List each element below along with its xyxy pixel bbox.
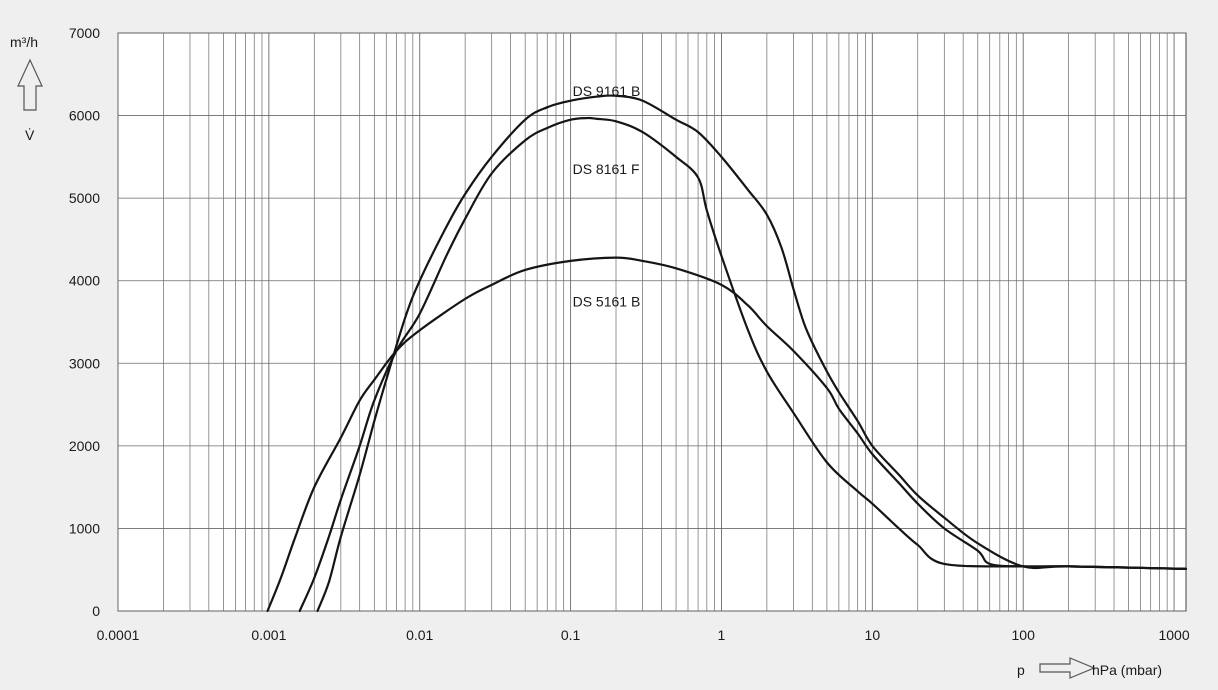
x-tick-label: 100 [1012, 627, 1036, 643]
y-tick-label: 2000 [69, 438, 100, 454]
x-axis-symbol: p [1017, 662, 1025, 678]
y-tick-label: 5000 [69, 190, 100, 206]
x-tick-label: 0.001 [251, 627, 286, 643]
y-tick-label: 0 [92, 603, 100, 619]
series-line-ds-9161-b [316, 94, 1188, 613]
y-axis-unit: m³/h [10, 34, 38, 50]
right-arrow-icon [1039, 657, 1096, 679]
x-axis-unit: hPa (mbar) [1092, 662, 1162, 678]
y-tick-label: 7000 [69, 25, 100, 41]
y-tick-label: 4000 [69, 273, 100, 289]
x-tick-label: 1 [718, 627, 726, 643]
x-tick-label: 1000 [1158, 627, 1189, 643]
x-tick-label: 0.0001 [97, 627, 140, 643]
y-axis-symbol: V̇ [25, 127, 35, 143]
series-line-ds-5161-b [266, 256, 1188, 613]
series-label-ds-8161-f: DS 8161 F [573, 161, 640, 177]
up-arrow-icon [17, 58, 43, 111]
series-line-ds-8161-f [298, 116, 1188, 613]
y-tick-label: 1000 [69, 520, 100, 536]
series-label-ds-9161-b: DS 9161 B [573, 83, 641, 99]
x-tick-label: 0.1 [561, 627, 581, 643]
plot-area [117, 32, 1187, 612]
x-tick-label: 0.01 [406, 627, 433, 643]
y-tick-label: 6000 [69, 108, 100, 124]
series-label-ds-5161-b: DS 5161 B [573, 293, 641, 309]
x-tick-label: 10 [865, 627, 881, 643]
y-tick-label: 3000 [69, 355, 100, 371]
